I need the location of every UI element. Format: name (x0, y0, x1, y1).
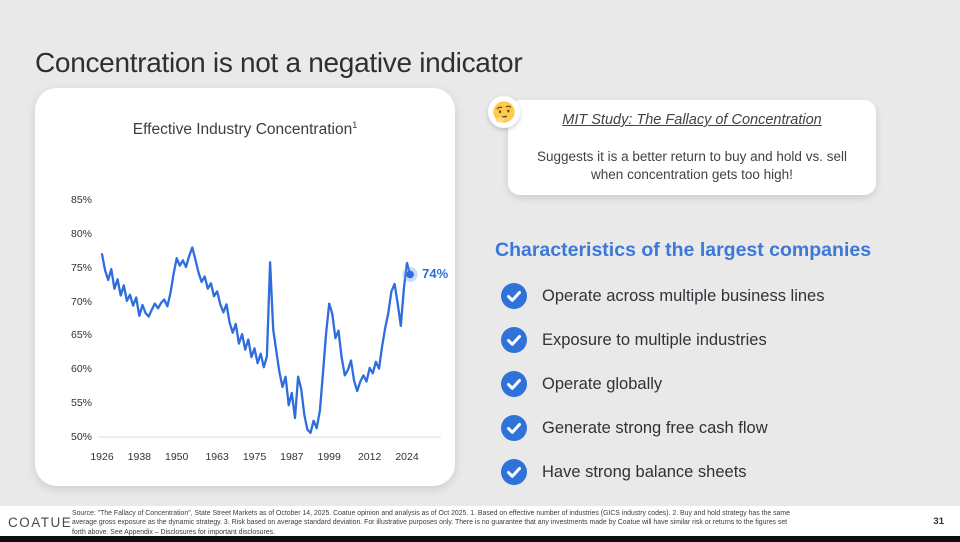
x-axis-tick-label: 2024 (395, 451, 419, 463)
y-axis-tick-label: 75% (70, 261, 92, 274)
thinking-face-emoji-badge (488, 96, 520, 128)
chart-title-text: Effective Industry Concentration (132, 121, 353, 139)
x-axis-tick-label: 1938 (127, 451, 152, 463)
y-axis-tick-label: 65% (70, 329, 92, 342)
thinking-face-icon (493, 101, 515, 123)
check-icon (501, 459, 527, 485)
check-icon (501, 283, 527, 309)
page-title: Concentration is not a negative indicato… (35, 46, 523, 78)
bullet-label: Operate across multiple business lines (542, 286, 825, 305)
x-axis-tick-label: 1999 (317, 451, 341, 463)
x-axis-tick-label: 1926 (90, 451, 114, 463)
x-axis-tick-label: 1987 (280, 451, 304, 463)
y-axis-tick-label: 80% (70, 227, 92, 240)
x-axis-tick-label: 2012 (357, 451, 382, 463)
y-axis-tick-label: 70% (70, 295, 92, 308)
x-axis-tick-label: 1950 (165, 451, 189, 463)
disclosure-footnote: Source: "The Fallacy of Concentration", … (72, 509, 790, 537)
y-axis-tick-label: 60% (70, 363, 92, 376)
footnote-line: average gross exposure as the dynamic st… (72, 519, 788, 527)
footnote-line: forth above. See Appendix – Disclosures … (72, 528, 275, 536)
chart-card (35, 88, 455, 486)
bullet-row: Have strong balance sheets (501, 459, 747, 485)
bullet-row: Generate strong free cash flow (501, 415, 768, 441)
y-axis-tick-label: 50% (70, 431, 92, 443)
bullet-label: Generate strong free cash flow (542, 418, 768, 437)
chart-title-footnote-marker: 1 (352, 120, 358, 130)
bullet-label: Exposure to multiple industries (542, 330, 767, 349)
bullet-row: Exposure to multiple industries (501, 327, 767, 353)
bottom-black-bar (0, 536, 960, 542)
coatue-logo: COATUE (8, 515, 73, 530)
bullet-row: Operate globally (501, 371, 662, 397)
check-icon (501, 371, 527, 397)
x-axis-tick-label: 1963 (205, 451, 229, 463)
end-value-label: 74% (422, 266, 449, 282)
y-axis-tick-label: 85% (70, 194, 92, 206)
footer-strip (0, 506, 960, 536)
callout-body: Suggests it is a better return to buy an… (537, 149, 847, 182)
check-icon (501, 415, 527, 441)
check-icon (501, 327, 527, 353)
bullet-label: Have strong balance sheets (542, 462, 747, 481)
right-panel-heading: Characteristics of the largest companies (495, 239, 872, 261)
chart-title: Effective Industry Concentration1 (35, 120, 455, 139)
bullet-label: Operate globally (542, 374, 663, 393)
footnote-line: Source: "The Fallacy of Concentration", … (72, 510, 790, 517)
mit-study-callout-card (508, 100, 876, 195)
x-axis-tick-label: 1975 (242, 451, 267, 463)
page-number: 31 (933, 516, 944, 527)
y-axis-tick-label: 55% (70, 397, 92, 410)
bullet-row: Operate across multiple business lines (501, 283, 824, 309)
callout-title: MIT Study: The Fallacy of Concentration (562, 112, 822, 128)
